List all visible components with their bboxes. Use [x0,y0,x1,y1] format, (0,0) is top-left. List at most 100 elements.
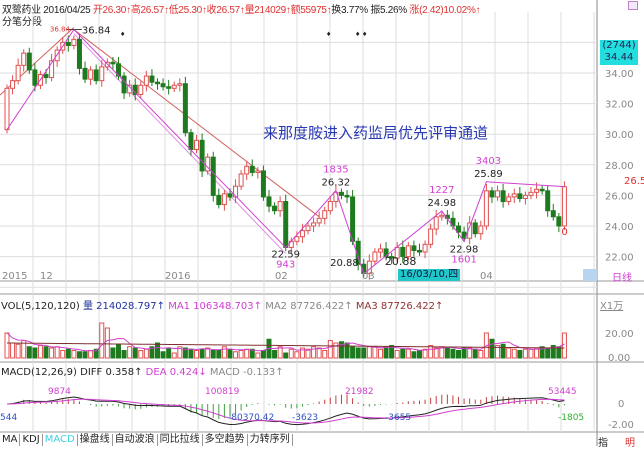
news-annotation: 来那度胺进入药监局优先评审通道 [263,124,489,142]
scroll-thumb[interactable] [583,269,597,281]
high-label: 24.98 [427,198,456,209]
candle-body [244,165,250,175]
right-tab-ming[interactable]: 明 [625,438,635,449]
panel-toggle-button[interactable] [628,1,638,10]
candle-body [88,69,94,80]
candle-body [550,210,556,218]
date-tick: 03 [362,271,375,282]
volume-bar [539,346,545,359]
volume-bar [305,348,311,359]
volume-bar [528,348,534,359]
date-tick: 2016 [165,271,190,282]
candle-body [277,201,283,212]
candle-body [182,83,188,134]
volume-bar [166,347,172,359]
date-tick: 2015 [2,271,27,282]
candle-body [411,245,417,251]
candle-body [93,69,99,82]
volume-bar [88,350,94,359]
price-tick: 26.00 [605,191,634,202]
tab-tongbi[interactable]: 同比拉线 [158,434,203,446]
volume-bar [355,347,361,359]
quote-date: 2016/04/25 [43,5,91,16]
volume-bar [188,348,194,359]
candle-body [350,196,356,242]
candle-body [506,196,512,203]
volume-bar [338,341,344,359]
candle-body [199,139,205,172]
cursor-price: 34.44 [604,52,634,63]
candle-body [500,190,506,203]
volume-bar [132,347,138,359]
candle-body [355,240,361,265]
vol-ma2: MA2 87726.422↑ [265,301,353,312]
peak-label: 36.84 [82,26,111,37]
amount: 额55975↑ [290,5,332,16]
candle-body [155,81,161,85]
tab-macd[interactable]: MACD [43,434,78,446]
volume-bar [294,351,300,359]
candle-body [233,185,239,198]
candle-body [21,52,27,66]
candle-body [160,83,166,88]
macd-extreme-label: -3623 [292,413,318,423]
candle-body [71,38,77,46]
candle-body [4,87,10,131]
volume-bar [333,342,339,359]
tab-lizhuan[interactable]: 力转序列 [248,434,293,446]
volume-bar [344,342,350,359]
volume-bar [82,351,88,359]
volume-bar [194,350,200,359]
candle-body [534,188,540,193]
candle-body [10,80,16,89]
macd-tick: 0 [618,399,624,410]
low-label: 22.59 [271,250,300,261]
volume-bar [283,352,289,359]
candle-body [372,251,378,262]
vol-unit: X1万 [600,301,624,312]
tab-kdj[interactable]: KDJ [20,434,43,446]
macd-legend: MACD(12,26,9) DIFF 0.358↑ DEA 0.424↓ MAC… [1,367,284,378]
candle-body [110,61,116,65]
volume-bar [221,346,227,359]
price-tick: 32.00 [605,100,634,111]
candle-body [205,156,211,172]
candle-body [266,196,272,207]
volume-bar [561,332,567,359]
candle-body [305,225,311,232]
candle-body [255,170,261,173]
volume-bar [99,322,105,359]
candle-body [194,139,200,151]
volume-bar [322,350,328,359]
volume-bar [372,346,378,359]
candle-body [221,193,227,206]
tab-auto-wave[interactable]: 自动波浪 [113,434,158,446]
volume-bar [444,347,450,359]
tab-ma[interactable]: MA [0,434,21,446]
date-cursor: 16/03/10,四 [398,269,461,281]
event-marker: ♦ [120,31,125,38]
volume-bar [366,346,372,359]
volume-bar [104,327,110,359]
macd-extreme-label: 544 [0,413,17,423]
volume-bar [93,348,99,359]
volume-bar [216,350,222,359]
volume-bar [244,348,250,359]
macd-extreme-label: 9874 [48,387,71,397]
tab-caopanxian[interactable]: 操盘线 [78,434,113,446]
period-daily[interactable]: 日线 [612,273,632,284]
right-tab-index[interactable]: 指 [598,438,608,449]
candle-body [238,173,244,187]
volume-bar [489,338,495,359]
volume-bar [416,350,422,359]
macd-dea: DEA 0.424↓ [145,367,207,378]
volume-bar [461,347,467,359]
volume-bar [400,348,406,359]
candle-body [166,86,172,89]
date-tick: 04 [480,271,493,282]
tab-trend[interactable]: 多空趋势 [203,434,248,446]
volume-bar [383,346,389,359]
low-label: 20.88 [330,258,359,269]
volume-bar [182,347,188,359]
